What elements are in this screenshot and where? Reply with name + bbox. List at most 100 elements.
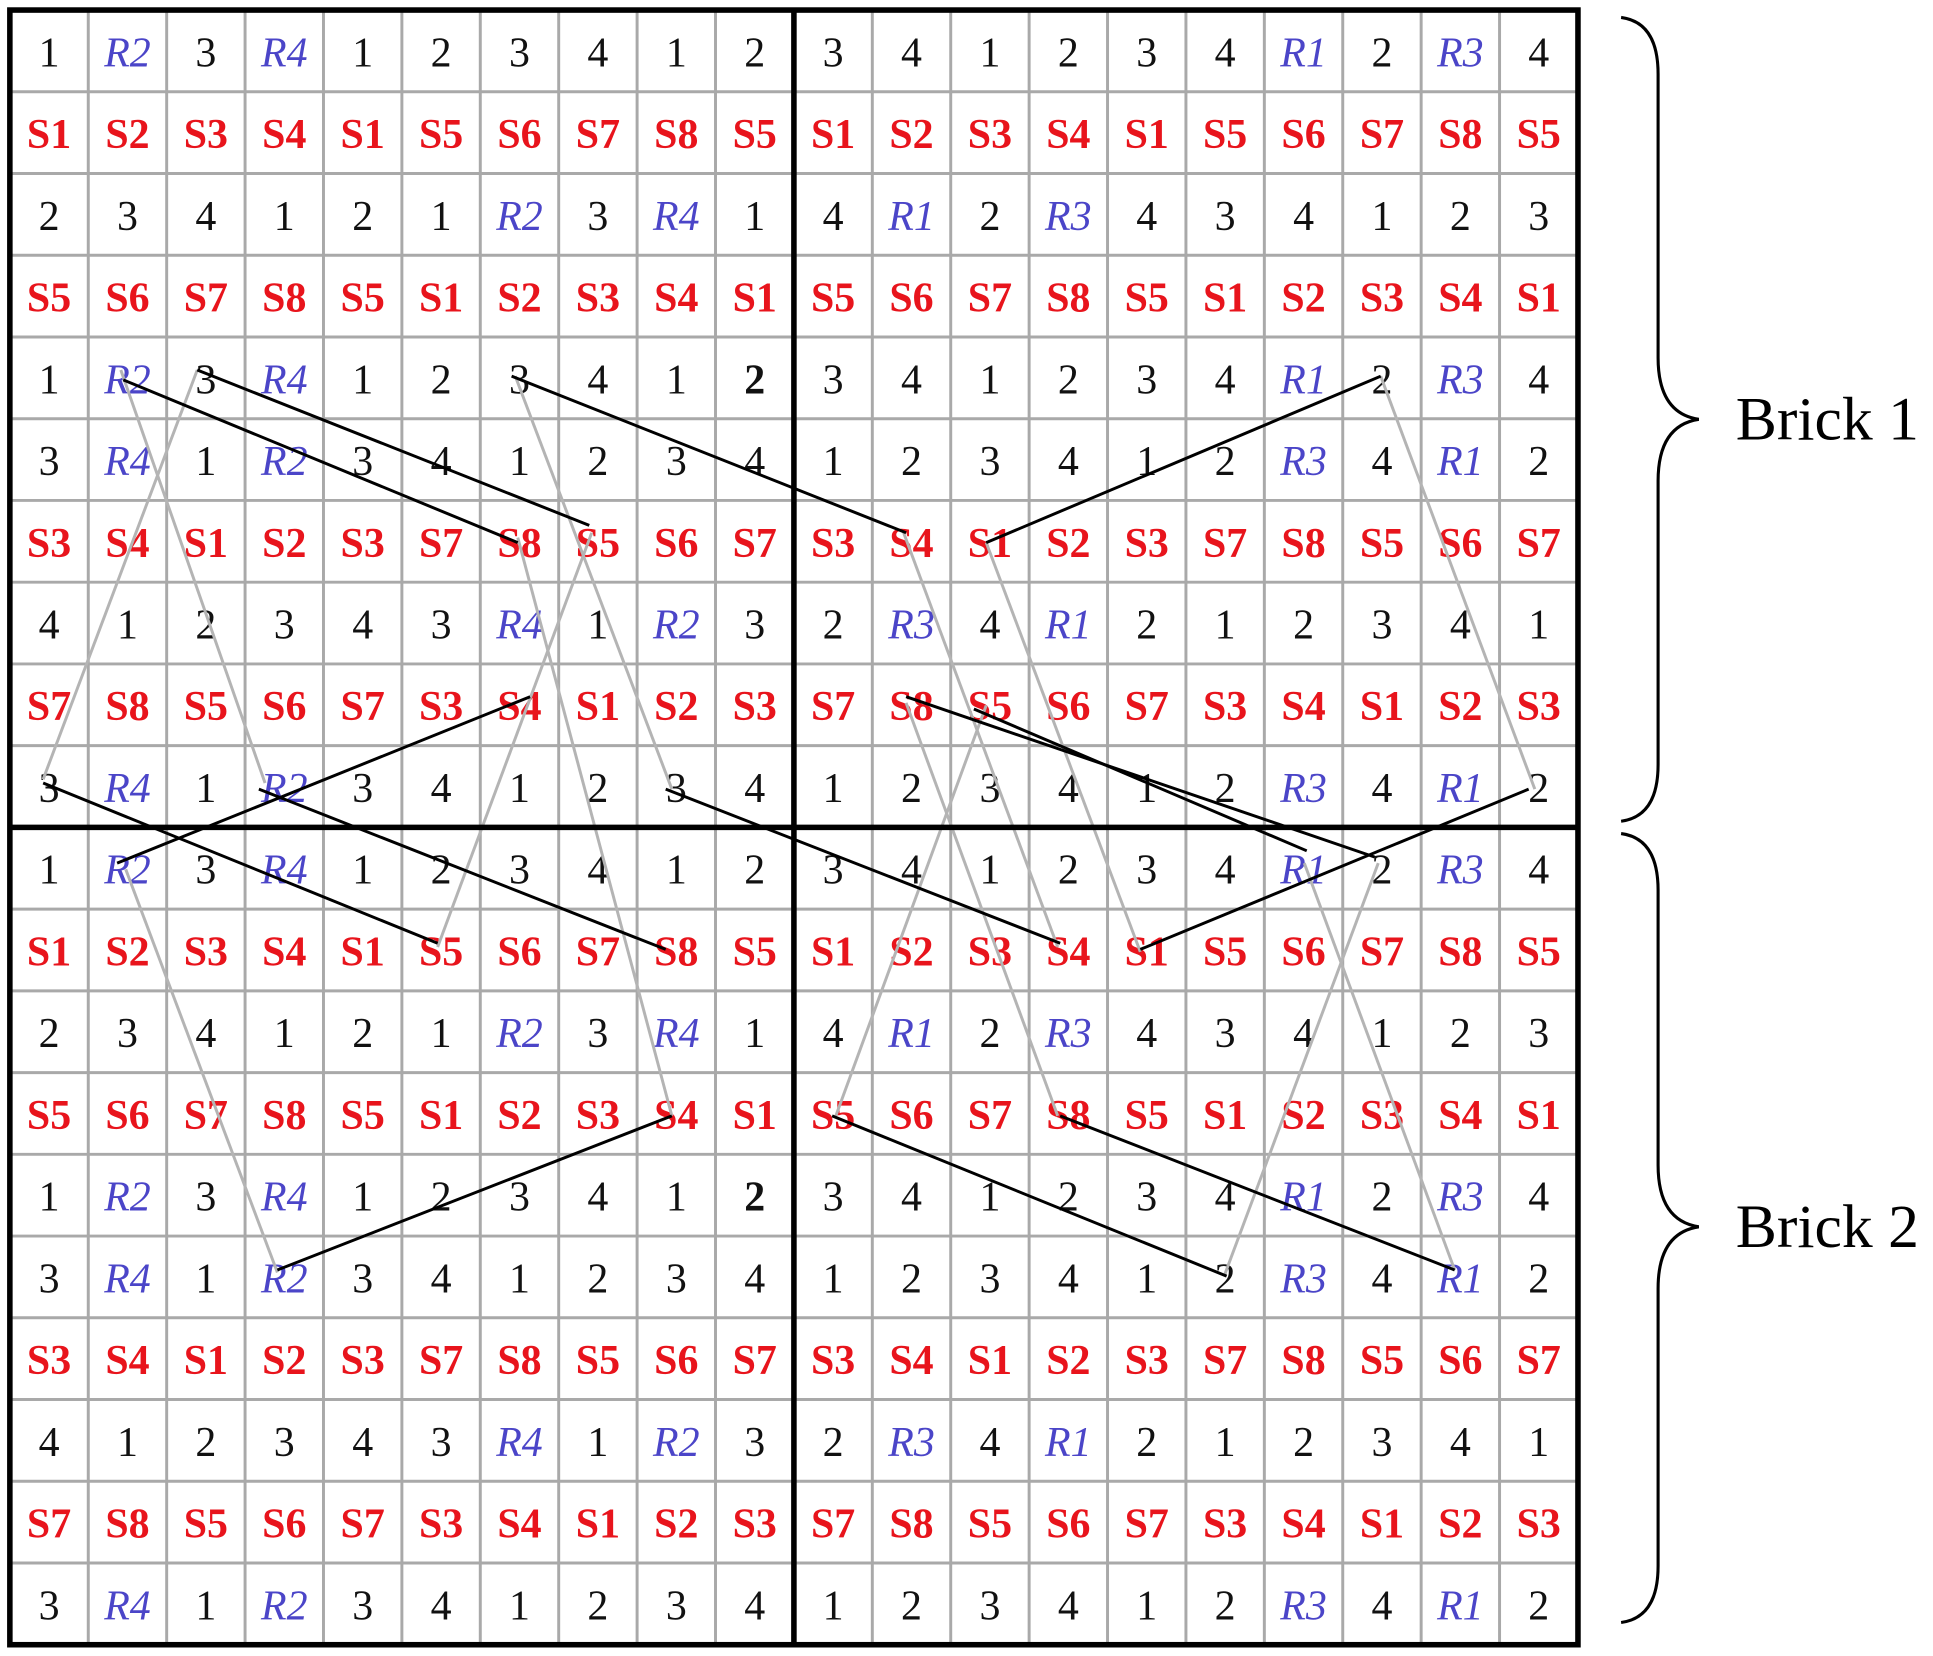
cell-text: S1	[1360, 684, 1404, 730]
cell-text: 1	[744, 1011, 765, 1057]
cell-text: R1	[887, 1011, 935, 1057]
cell-text: 2	[39, 194, 60, 240]
cell-text: S7	[576, 929, 620, 975]
cell-text: R4	[260, 1175, 308, 1221]
cell-text: 1	[39, 848, 60, 894]
cell-text: R1	[1436, 1256, 1484, 1302]
cell-text: S6	[1046, 1502, 1090, 1548]
cell-text: R2	[103, 30, 151, 76]
cell-text: S2	[1046, 1338, 1090, 1384]
cell-text: 1	[509, 439, 530, 485]
cell-text: 3	[823, 848, 844, 894]
cell-text: 1	[195, 1583, 216, 1629]
cell-text: 1	[979, 1175, 1000, 1221]
cell-text: R4	[103, 766, 151, 812]
cell-text: 2	[1058, 848, 1079, 894]
cell-text: R4	[495, 603, 543, 649]
cell-text: S3	[811, 1338, 855, 1384]
cell-text: 1	[979, 848, 1000, 894]
cell-text: S2	[105, 112, 149, 158]
cell-text: R1	[1044, 603, 1092, 649]
cell-text: 4	[1528, 30, 1549, 76]
block-borders	[7, 7, 1581, 1648]
cell-text: 3	[117, 194, 138, 240]
cell-text: R2	[652, 1420, 700, 1466]
cell-text: 1	[39, 30, 60, 76]
cell-text: S7	[27, 1502, 71, 1548]
cell-text: 1	[1136, 1583, 1157, 1629]
cell-text: 2	[1136, 603, 1157, 649]
cell-text: 4	[352, 1420, 373, 1466]
cell-text: 2	[901, 1256, 922, 1302]
cell-text: 1	[666, 848, 687, 894]
cell-text: S4	[1438, 276, 1482, 322]
cell-text: 4	[823, 1011, 844, 1057]
cell-text: 4	[431, 1583, 452, 1629]
cell-text: 3	[823, 1175, 844, 1221]
cell-text: 4	[1136, 194, 1157, 240]
cell-text: 3	[1528, 194, 1549, 240]
cell-text: S1	[968, 521, 1012, 567]
cell-text: S3	[184, 929, 228, 975]
cell-text: 4	[587, 1175, 608, 1221]
cell-text: S1	[576, 684, 620, 730]
cell-text: S5	[27, 276, 71, 322]
cell-text: 3	[1136, 357, 1157, 403]
cell-text: 2	[1371, 1175, 1392, 1221]
cell-text: S3	[341, 1338, 385, 1384]
cell-text: S2	[1046, 521, 1090, 567]
cell-text: R1	[1436, 766, 1484, 812]
cell-text: R1	[1436, 439, 1484, 485]
cell-text: 4	[1058, 1583, 1079, 1629]
cell-text: R2	[260, 1256, 308, 1302]
cell-text: 2	[431, 357, 452, 403]
cell-text: S1	[341, 929, 385, 975]
cell-text: 4	[1058, 439, 1079, 485]
cell-text: S2	[889, 112, 933, 158]
cell-text: 3	[431, 603, 452, 649]
cell-text: S1	[811, 112, 855, 158]
cell-text: 2	[1058, 357, 1079, 403]
cell-text: 4	[587, 357, 608, 403]
cell-text: S1	[733, 1093, 777, 1139]
cell-text: 3	[509, 848, 530, 894]
cell-text: 4	[1371, 439, 1392, 485]
cell-text: 4	[1371, 1256, 1392, 1302]
cell-text: S8	[262, 276, 306, 322]
cell-text: S4	[1281, 1502, 1325, 1548]
cell-text: R3	[1279, 766, 1327, 812]
cell-text: 2	[1136, 1420, 1157, 1466]
cell-text: S7	[576, 112, 620, 158]
cell-text: 4	[1058, 1256, 1079, 1302]
cell-text: 2	[431, 848, 452, 894]
cell-text: S5	[1203, 112, 1247, 158]
cell-text: 3	[274, 1420, 295, 1466]
cell-text: S4	[262, 929, 306, 975]
cell-text: S4	[889, 1338, 933, 1384]
cell-text: 4	[1215, 357, 1236, 403]
cell-text: 1	[1528, 603, 1549, 649]
brick-label: Brick 2	[1736, 1193, 1919, 1261]
cell-text: R3	[887, 1420, 935, 1466]
cell-text: 1	[1136, 1256, 1157, 1302]
cell-text: 3	[1215, 194, 1236, 240]
cell-text: 1	[666, 1175, 687, 1221]
cell-text: 4	[1528, 1175, 1549, 1221]
cell-text: S5	[341, 1093, 385, 1139]
cell-text: R4	[260, 30, 308, 76]
cell-text: S8	[889, 1502, 933, 1548]
cell-text: 1	[509, 1256, 530, 1302]
cell-text: S6	[889, 1093, 933, 1139]
cell-text: 2	[1371, 848, 1392, 894]
cell-text: 2	[195, 603, 216, 649]
cell-text: 1	[587, 1420, 608, 1466]
cell-text: 2	[587, 766, 608, 812]
cell-text: S4	[105, 1338, 149, 1384]
cell-text: 3	[666, 1583, 687, 1629]
cell-text: S1	[341, 112, 385, 158]
cell-text: 4	[979, 603, 1000, 649]
cell-text: S7	[1203, 521, 1247, 567]
cell-text: S8	[1281, 1338, 1325, 1384]
cell-text: 4	[195, 194, 216, 240]
